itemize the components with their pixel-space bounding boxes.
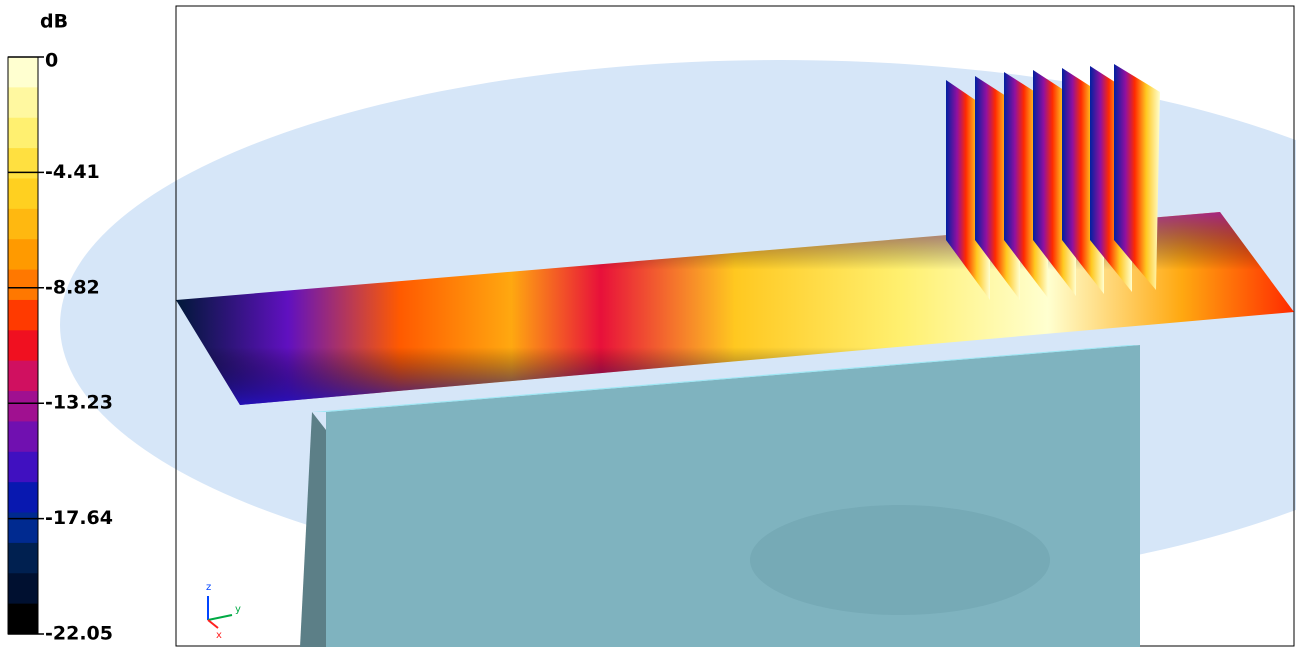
axis-label: y <box>235 604 241 615</box>
colorbar-band <box>8 269 38 301</box>
axis-label: x <box>216 630 222 641</box>
colorbar-band <box>8 178 38 210</box>
colorbar-band <box>8 330 38 362</box>
colorbar-tick-label: -17.64 <box>45 507 113 529</box>
colorbar-band <box>8 391 38 422</box>
colorbar-band <box>8 117 38 149</box>
colorbar-band <box>8 573 38 605</box>
colorbar: dB 0 -4.41 -8.82 -13.23 -17.64 -22.05 <box>7 11 113 645</box>
colorbar-band <box>8 299 38 331</box>
colorbar-band <box>8 512 38 544</box>
scene <box>60 5 1296 647</box>
colorbar-band <box>8 87 38 119</box>
colorbar-unit: dB <box>40 11 68 33</box>
colorbar-tick-label: -8.82 <box>45 276 100 298</box>
colorbar-band <box>8 482 38 514</box>
colorbar-band <box>8 148 38 179</box>
colorbar-band <box>8 208 38 240</box>
colorbar-band <box>8 603 38 635</box>
colorbar-band <box>8 421 38 453</box>
colorbar-tick-label: 0 <box>45 50 58 72</box>
fins <box>946 64 1160 300</box>
axes-triad: z y x <box>206 582 241 641</box>
colorbar-tick-label: -13.23 <box>45 392 113 414</box>
colorbar-band <box>8 542 38 574</box>
colorbar-band <box>8 239 38 271</box>
colorbar-band <box>8 360 38 392</box>
colorbar-tick-label: -4.41 <box>45 161 100 183</box>
colorbar-band <box>8 57 38 88</box>
axis-label: z <box>206 582 211 593</box>
colorbar-band <box>8 451 38 483</box>
colorbar-tick-label: -22.05 <box>45 623 113 645</box>
